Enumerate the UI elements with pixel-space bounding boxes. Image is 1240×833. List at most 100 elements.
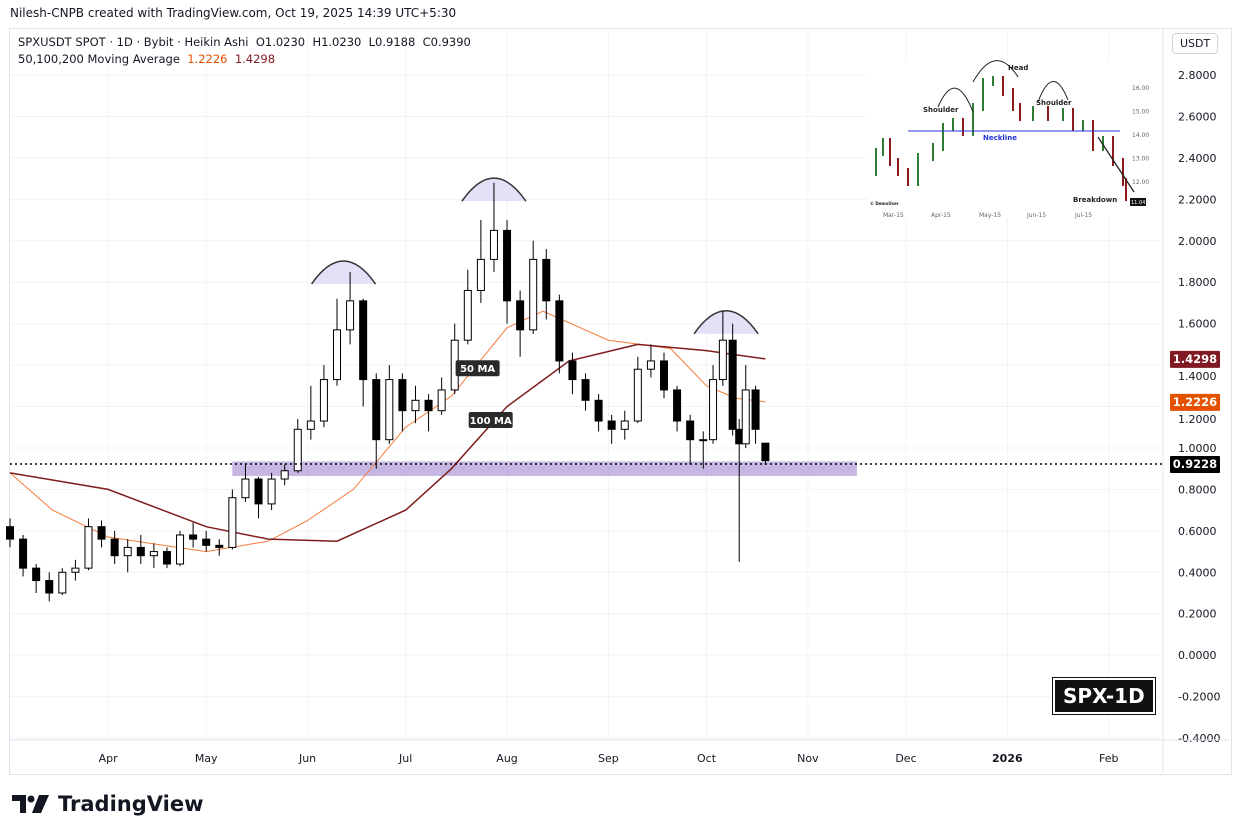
x-tick-label: Jun bbox=[298, 752, 316, 765]
ma100-value: 1.4298 bbox=[234, 52, 276, 66]
ohlc-open: O1.0230 bbox=[255, 35, 306, 49]
candle-body bbox=[71, 567, 80, 573]
ma-indicator-label[interactable]: 50,100,200 Moving Average bbox=[18, 52, 180, 66]
symbol-info[interactable]: SPXUSDT SPOT · 1D · Bybit · Heikin Ashi bbox=[18, 35, 249, 49]
currency-button[interactable]: USDT bbox=[1172, 33, 1219, 54]
candle-body bbox=[489, 229, 498, 260]
pattern-arc bbox=[310, 260, 377, 285]
y-tick-label: 1.8000 bbox=[1178, 276, 1217, 289]
candle-body bbox=[280, 470, 289, 480]
candle-body bbox=[254, 478, 263, 505]
candle-body bbox=[620, 420, 629, 430]
candle-body bbox=[306, 420, 315, 430]
y-tick-label: 0.0000 bbox=[1178, 649, 1217, 662]
x-tick-label: Feb bbox=[1099, 752, 1118, 765]
x-tick-label: Nov bbox=[797, 752, 819, 765]
candle-body bbox=[6, 526, 14, 540]
candle-body bbox=[463, 289, 472, 341]
inset-price-label: 11.04 bbox=[1131, 200, 1145, 206]
candle-body bbox=[58, 571, 67, 594]
candle-body bbox=[516, 300, 525, 331]
candle-body bbox=[241, 478, 250, 499]
candle-body bbox=[97, 526, 106, 540]
candle-body bbox=[149, 551, 158, 557]
x-tick-label: Aug bbox=[496, 752, 517, 765]
inset-x-tick: Mar-15 bbox=[883, 212, 904, 219]
inset-y-tick: 13.00 bbox=[1132, 156, 1149, 163]
candle-body bbox=[437, 389, 446, 412]
inset-label: Shoulder bbox=[923, 106, 959, 114]
candle-body bbox=[84, 526, 93, 569]
candle-body bbox=[228, 497, 237, 548]
ma-annotation-box bbox=[468, 412, 513, 429]
inset-label: Head bbox=[1008, 64, 1028, 72]
y-tick-label: -0.2000 bbox=[1178, 691, 1220, 704]
price-tag-label: 1.4298 bbox=[1173, 352, 1217, 366]
y-tick-label: 2.0000 bbox=[1178, 235, 1217, 248]
candle-body bbox=[176, 534, 185, 565]
candle-body bbox=[709, 379, 718, 441]
chart-legend: SPXUSDT SPOT · 1D · Bybit · Heikin Ashi … bbox=[18, 34, 471, 68]
candle-body bbox=[123, 546, 132, 557]
x-tick-label: May bbox=[195, 752, 218, 765]
candle-body bbox=[751, 389, 760, 430]
x-tick-label: Apr bbox=[99, 752, 119, 765]
brand-name: TradingView bbox=[58, 792, 204, 816]
price-tag bbox=[1170, 350, 1220, 368]
y-tick-label: 0.4000 bbox=[1178, 566, 1217, 579]
inset-x-tick: May-15 bbox=[979, 212, 1001, 219]
candle-body bbox=[673, 389, 682, 422]
inset-x-tick: Jun-15 bbox=[1026, 212, 1046, 219]
candle-body bbox=[741, 389, 750, 445]
price-tag bbox=[1170, 393, 1220, 411]
y-tick-label: 2.4000 bbox=[1178, 152, 1217, 165]
price-tag-label: 0.9228 bbox=[1173, 457, 1217, 471]
candle-body bbox=[633, 368, 642, 422]
tradingview-logo[interactable]: TradingView bbox=[12, 792, 203, 816]
candle-body bbox=[398, 379, 407, 412]
candle-body bbox=[476, 258, 485, 291]
candle-body bbox=[503, 229, 512, 302]
candle-body bbox=[555, 300, 564, 362]
ma-annotation-label: 100 MA bbox=[470, 416, 512, 427]
candle-body bbox=[581, 379, 590, 401]
candle-body bbox=[594, 399, 603, 422]
inset-x-tick: Jul-15 bbox=[1074, 212, 1092, 219]
y-tick-label: 1.2000 bbox=[1178, 413, 1217, 426]
inset-label: Neckline bbox=[983, 134, 1017, 142]
candle-body bbox=[529, 258, 538, 331]
candle-body bbox=[686, 420, 695, 441]
x-tick-label: Sep bbox=[598, 752, 619, 765]
inset-y-tick: 12.00 bbox=[1132, 179, 1149, 186]
candle-body bbox=[424, 399, 433, 412]
inset-arc-arrow bbox=[972, 60, 1019, 83]
y-tick-label: 0.8000 bbox=[1178, 483, 1217, 496]
candle-body bbox=[189, 534, 198, 540]
y-tick-label: -0.4000 bbox=[1178, 732, 1220, 745]
price-tag bbox=[1170, 455, 1220, 473]
candle-body bbox=[267, 478, 276, 505]
y-tick-label: 1.4000 bbox=[1178, 370, 1217, 383]
candle-body bbox=[372, 379, 381, 441]
ma-annotation-label: 50 MA bbox=[460, 364, 495, 375]
y-tick-label: 2.8000 bbox=[1178, 69, 1217, 82]
candle-body bbox=[761, 442, 770, 462]
y-tick-label: 0.6000 bbox=[1178, 525, 1217, 538]
inset-x-tick: Apr-15 bbox=[931, 212, 951, 219]
candle-body bbox=[110, 538, 119, 557]
candle-body bbox=[333, 329, 341, 381]
y-tick-label: 1.6000 bbox=[1178, 318, 1217, 331]
candle-body bbox=[319, 379, 328, 422]
candle-body bbox=[45, 580, 54, 594]
inset-y-tick: 14.00 bbox=[1132, 132, 1149, 139]
inset-y-tick: 15.00 bbox=[1132, 109, 1149, 116]
candle-body bbox=[542, 258, 551, 302]
y-tick-label: 2.6000 bbox=[1178, 110, 1217, 123]
ohlc-low: L0.9188 bbox=[368, 35, 416, 49]
price-tag-label: 1.2226 bbox=[1173, 395, 1217, 409]
inset-arc-arrow bbox=[1037, 81, 1069, 103]
ma100-line bbox=[9, 343, 766, 542]
x-tick-label: 2026 bbox=[992, 752, 1023, 765]
candle-body bbox=[346, 300, 355, 331]
